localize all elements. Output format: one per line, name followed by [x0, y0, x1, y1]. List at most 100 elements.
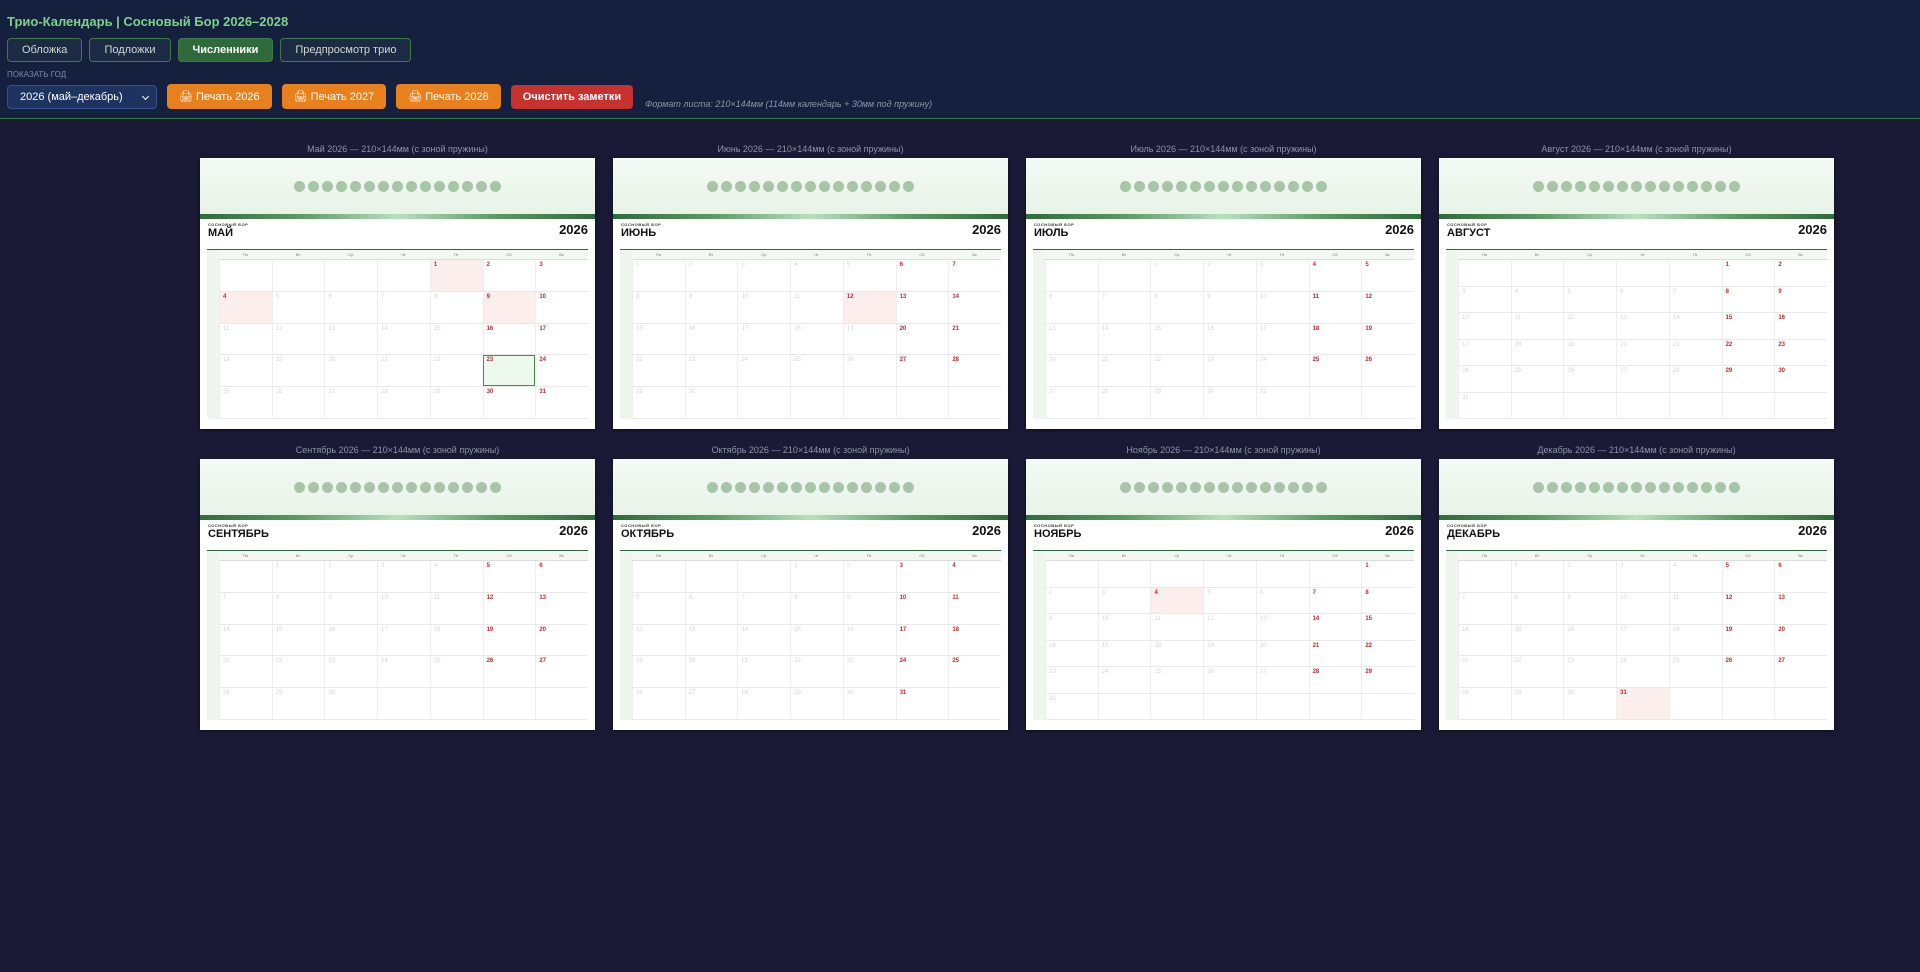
day-cell[interactable]: 14	[1308, 614, 1362, 640]
day-cell[interactable]: 28	[1308, 667, 1362, 693]
day-cell[interactable]: 3	[1616, 561, 1669, 592]
day-cell[interactable]: 27	[1774, 656, 1827, 688]
day-cell[interactable]: 12	[632, 624, 685, 656]
day-cell[interactable]: 31	[895, 688, 949, 719]
day-cell[interactable]: 20	[1774, 624, 1827, 656]
day-cell[interactable]: 1	[632, 260, 685, 291]
day-cell[interactable]: 24	[737, 355, 790, 387]
day-cell[interactable]: 30	[1203, 387, 1256, 418]
day-cell[interactable]: 2	[684, 260, 738, 291]
day-cell[interactable]: 28	[219, 688, 272, 719]
day-cell[interactable]: 30	[1045, 693, 1098, 719]
day-cell[interactable]: 18	[1668, 624, 1722, 656]
day-cell[interactable]: 23	[324, 656, 377, 688]
print-button[interactable]: 🖨 Печать 2027	[281, 84, 387, 109]
day-cell[interactable]: 26	[842, 355, 896, 387]
day-cell[interactable]: 27	[684, 688, 738, 719]
day-cell[interactable]: 6	[895, 260, 949, 291]
day-cell[interactable]: 3	[1458, 286, 1511, 312]
day-cell[interactable]: 8	[790, 592, 843, 624]
day-cell[interactable]: 29	[429, 387, 483, 418]
day-cell[interactable]: 6	[1616, 286, 1669, 312]
day-cell[interactable]: 29	[271, 688, 325, 719]
day-cell[interactable]: 16	[1203, 323, 1256, 355]
day-cell[interactable]: 27	[1616, 366, 1669, 392]
day-cell[interactable]: 25	[1510, 366, 1564, 392]
print-button[interactable]: 🖨 Печать 2028	[396, 84, 501, 109]
day-cell[interactable]: 8	[271, 592, 325, 624]
day-cell[interactable]: 22	[1361, 640, 1414, 666]
day-cell[interactable]: 15	[1361, 614, 1414, 640]
day-cell[interactable]: 5	[1203, 587, 1256, 613]
day-cell[interactable]: 15	[1150, 323, 1203, 355]
day-cell[interactable]: 13	[1045, 323, 1098, 355]
day-cell[interactable]: 12	[1203, 614, 1256, 640]
day-cell[interactable]: 13	[684, 624, 738, 656]
day-cell[interactable]: 25	[219, 387, 272, 418]
day-cell[interactable]: 15	[790, 624, 843, 656]
day-cell[interactable]: 31	[535, 387, 588, 418]
day-cell[interactable]: 18	[1150, 640, 1203, 666]
day-cell[interactable]: 30	[324, 688, 377, 719]
day-cell[interactable]: 15	[271, 624, 325, 656]
day-cell[interactable]: 26	[632, 688, 685, 719]
day-cell[interactable]: 21	[737, 656, 790, 688]
day-cell[interactable]: 19	[842, 323, 896, 355]
day-cell[interactable]: 22	[1510, 656, 1564, 688]
day-cell[interactable]: 5	[1361, 260, 1414, 291]
day-cell[interactable]: 9	[482, 291, 536, 323]
day-cell[interactable]: 16	[684, 323, 738, 355]
day-cell[interactable]: 5	[1721, 561, 1775, 592]
day-cell[interactable]: 18	[429, 624, 483, 656]
day-cell[interactable]: 2	[324, 561, 377, 592]
day-cell[interactable]: 16	[1563, 624, 1616, 656]
day-cell[interactable]: 29	[1510, 688, 1564, 719]
day-cell[interactable]: 22	[1721, 339, 1775, 365]
day-cell[interactable]: 25	[1668, 656, 1722, 688]
day-cell[interactable]: 23	[1563, 656, 1616, 688]
day-cell[interactable]: 6	[324, 291, 377, 323]
day-cell[interactable]: 15	[1510, 624, 1564, 656]
day-cell[interactable]: 5	[842, 260, 896, 291]
clear-button[interactable]: Очистить заметки	[510, 84, 634, 109]
day-cell[interactable]: 4	[790, 260, 843, 291]
day-cell[interactable]: 20	[535, 624, 588, 656]
day-cell[interactable]: 23	[1203, 355, 1256, 387]
day-cell[interactable]: 26	[1563, 366, 1616, 392]
day-cell[interactable]: 16	[1045, 640, 1098, 666]
day-cell[interactable]: 13	[535, 592, 588, 624]
day-cell[interactable]: 6	[684, 592, 738, 624]
day-cell[interactable]: 28	[737, 688, 790, 719]
day-cell[interactable]: 26	[1203, 667, 1256, 693]
day-cell[interactable]: 28	[377, 387, 430, 418]
day-cell[interactable]: 10	[1097, 614, 1151, 640]
day-cell[interactable]: 24	[1097, 667, 1151, 693]
day-cell[interactable]: 27	[535, 656, 588, 688]
day-cell[interactable]: 15	[632, 323, 685, 355]
day-cell[interactable]: 2	[1203, 260, 1256, 291]
day-cell[interactable]: 7	[1668, 286, 1722, 312]
day-cell[interactable]: 11	[1150, 614, 1203, 640]
day-cell[interactable]: 4	[1150, 587, 1204, 613]
day-cell[interactable]: 3	[737, 260, 790, 291]
day-cell[interactable]: 28	[948, 355, 1001, 387]
day-cell[interactable]: 21	[948, 323, 1001, 355]
day-cell[interactable]: 3	[895, 561, 949, 592]
day-cell[interactable]: 23	[842, 656, 896, 688]
day-cell[interactable]: 2	[1774, 260, 1827, 286]
year-select[interactable]: 2026 (май–декабрь)	[7, 84, 157, 109]
day-cell[interactable]: 13	[1255, 614, 1309, 640]
day-cell[interactable]: 7	[377, 291, 430, 323]
day-cell[interactable]: 11	[790, 291, 843, 323]
day-cell[interactable]: 1	[1721, 260, 1775, 286]
day-cell[interactable]: 1	[429, 260, 483, 291]
day-cell[interactable]: 29	[790, 688, 843, 719]
day-cell[interactable]: 13	[324, 323, 377, 355]
day-cell[interactable]: 7	[737, 592, 790, 624]
day-cell[interactable]: 14	[737, 624, 790, 656]
day-cell[interactable]: 10	[535, 291, 588, 323]
day-cell[interactable]: 4	[1510, 286, 1564, 312]
day-cell[interactable]: 31	[1255, 387, 1309, 418]
day-cell[interactable]: 11	[948, 592, 1001, 624]
day-cell[interactable]: 5	[482, 561, 536, 592]
